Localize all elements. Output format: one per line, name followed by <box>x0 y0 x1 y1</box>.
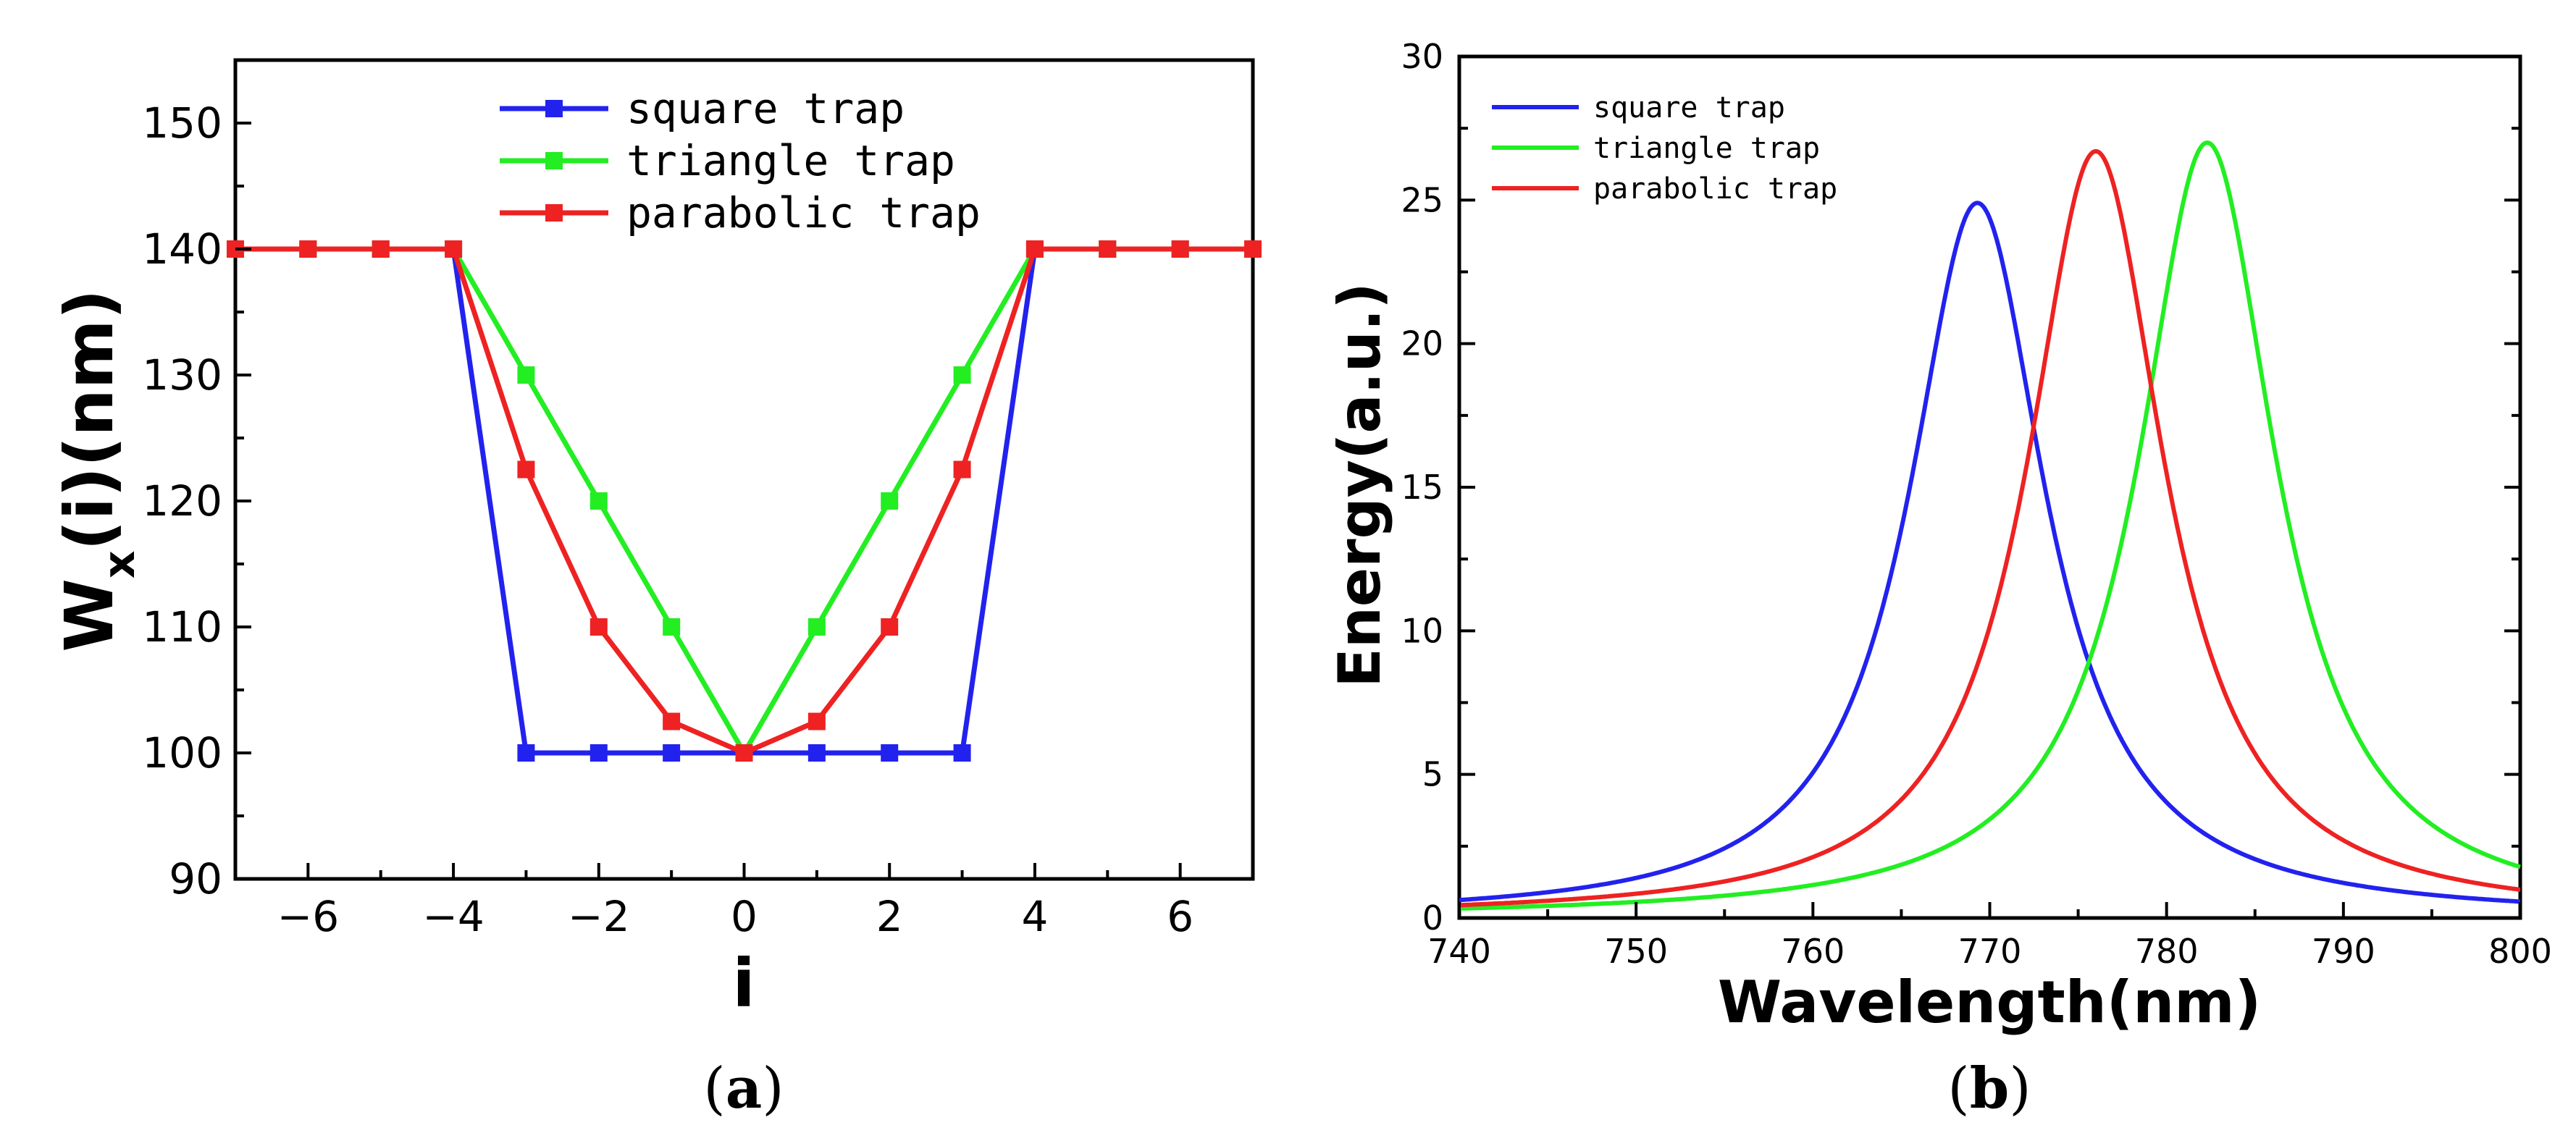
legend-label-b-2: parabolic trap <box>1593 172 1837 206</box>
data-point-a-2 <box>807 712 826 730</box>
x-tick-label-b: 780 <box>2135 932 2199 971</box>
x-tick-label-b: 750 <box>1604 932 1668 971</box>
x-tick-label-b: 740 <box>1427 932 1491 971</box>
x-tick-label-a: −4 <box>422 892 484 941</box>
y-tick-label-a: 140 <box>142 224 222 274</box>
data-point-a-2 <box>517 460 535 479</box>
x-axis-title-a: i <box>732 945 755 1022</box>
legend-b: square trap triangle trap parabolic trap <box>1492 91 1837 206</box>
x-tick-label-a: 2 <box>876 892 903 941</box>
data-point-a-2 <box>372 240 390 258</box>
data-point-a-1 <box>807 618 826 636</box>
panel-a-chart: −6 −4 −2 0 2 4 6 90 100 110 120 130 140 150 square tr… <box>51 58 1262 1121</box>
x-tick-label-a: 6 <box>1167 892 1193 941</box>
data-point-a-0 <box>663 744 681 762</box>
y-tick-label-a: 120 <box>142 476 222 526</box>
data-point-a-2 <box>663 712 681 730</box>
x-tick-label-a: −6 <box>277 892 340 941</box>
data-point-a-2 <box>881 618 899 636</box>
data-point-a-1 <box>881 492 899 510</box>
y-tick-label-a: 100 <box>142 728 222 778</box>
legend-label-a-2: parabolic trap <box>626 188 981 237</box>
y-axis-title-a-sub: x <box>94 550 145 578</box>
y-tick-label-b: 30 <box>1401 37 1443 76</box>
caption-a: (a) <box>703 1056 784 1121</box>
legend-label-a-1: triangle trap <box>626 136 955 185</box>
series-line-a-1 <box>235 246 1253 759</box>
y-axis-title-a: Wx(i)(nm) <box>51 289 145 652</box>
caption-b-label: b <box>1970 1056 2010 1121</box>
x-tick-label-a: −2 <box>568 892 630 941</box>
data-point-a-0 <box>807 744 826 762</box>
data-point-a-0 <box>517 744 535 762</box>
legend-label-a-0: square trap <box>626 84 905 133</box>
legend-marker-a-0 <box>545 100 563 117</box>
data-point-a-1 <box>663 618 681 636</box>
x-tick-label-b: 760 <box>1781 932 1845 971</box>
y-tick-label-a: 110 <box>142 602 222 652</box>
x-tick-label-a: 4 <box>1021 892 1048 941</box>
y-tick-label-b: 15 <box>1401 468 1443 507</box>
legend-marker-a-1 <box>545 152 563 169</box>
x-axis-title-b: Wavelength(nm) <box>1718 969 2261 1036</box>
data-point-a-2 <box>1171 240 1189 258</box>
legend-label-b-0: square trap <box>1593 91 1785 125</box>
series-curve-b-0 <box>1459 201 2521 904</box>
y-tick-label-a: 90 <box>169 854 222 904</box>
data-point-a-2 <box>1244 240 1262 258</box>
y-axis-title-b: Energy(a.u.) <box>1326 282 1393 688</box>
y-axis-title-a-main: W <box>51 578 128 652</box>
data-point-a-1 <box>590 492 608 510</box>
legend-marker-a-2 <box>545 204 563 222</box>
data-point-a-2 <box>735 744 753 762</box>
x-tick-label-b: 770 <box>1958 932 2022 971</box>
x-tick-label-a: 0 <box>731 892 758 941</box>
panel-b-chart: 740 750 760 770 780 790 800 0 5 10 15 20 25 30 square… <box>1326 37 2552 1121</box>
y-tick-label-b: 0 <box>1422 898 1443 938</box>
y-tick-label-b: 25 <box>1401 180 1443 219</box>
data-point-a-1 <box>953 366 971 384</box>
data-point-a-2 <box>953 460 971 479</box>
data-point-a-2 <box>445 240 463 258</box>
caption-b: (b) <box>1947 1056 2031 1121</box>
y-tick-label-a: 130 <box>142 350 222 400</box>
y-tick-label-a: 150 <box>142 98 222 148</box>
data-point-a-2 <box>1025 240 1044 258</box>
series-line-a-2 <box>235 246 1253 756</box>
x-tick-label-b: 800 <box>2488 932 2552 971</box>
series-curve-b-2 <box>1459 148 2521 908</box>
data-point-a-0 <box>590 744 608 762</box>
data-point-a-1 <box>517 366 535 384</box>
series-curve-b-1 <box>1459 140 2521 911</box>
data-point-a-0 <box>953 744 971 762</box>
data-point-a-2 <box>1099 240 1117 258</box>
series-line-a-0 <box>235 246 1253 756</box>
data-point-a-2 <box>590 618 608 636</box>
data-point-a-2 <box>299 240 317 258</box>
y-tick-label-b: 5 <box>1422 755 1443 794</box>
x-tick-label-b: 790 <box>2312 932 2375 971</box>
y-axis-title-a-rest: (i)(nm) <box>51 289 128 550</box>
y-tick-label-b: 10 <box>1401 611 1443 650</box>
y-tick-label-b: 20 <box>1401 324 1443 363</box>
caption-a-label: a <box>726 1056 763 1121</box>
legend-label-b-1: triangle trap <box>1593 132 1820 165</box>
data-point-a-0 <box>881 744 899 762</box>
